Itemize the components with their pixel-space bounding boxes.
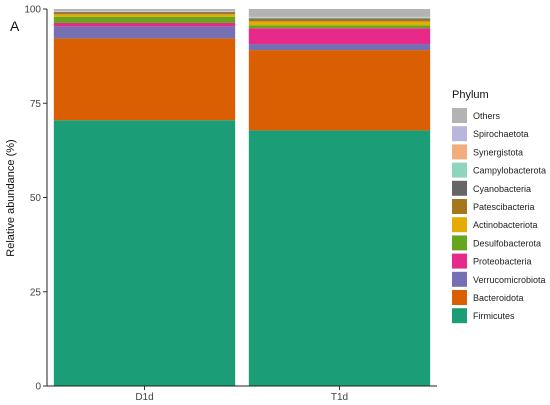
bar-segment-t1d-firmicutes <box>248 130 431 386</box>
legend-label-actinobacteriota: Actinobacteriota <box>473 220 538 230</box>
bar-segment-d1d-verrucomicrobiota <box>53 26 236 39</box>
bar-segment-t1d-cyanobacteria <box>248 18 431 20</box>
legend-label-patescibacteria: Patescibacteria <box>473 202 535 212</box>
legend-swatch-desulfobacterota <box>452 235 467 251</box>
legend-swatch-others <box>452 108 467 123</box>
bar-segment-t1d-others <box>248 9 431 17</box>
legend-swatch-verrucomicrobiota <box>452 271 467 287</box>
legend-label-campylobacterota: Campylobacterota <box>473 166 546 176</box>
legend-label-desulfobacterota: Desulfobacterota <box>473 238 541 248</box>
y-tick-label: 100 <box>24 5 41 16</box>
bar-segment-d1d-others <box>53 9 236 11</box>
legend-label-verrucomicrobiota: Verrucomicrobiota <box>473 275 546 285</box>
bar-segment-t1d-desulfobacterota <box>248 25 431 29</box>
legend-label-others: Others <box>473 111 501 121</box>
plot-area: D1d T1d 0 25 50 75 100 <box>24 5 437 403</box>
y-tick-label: 75 <box>30 99 42 110</box>
bar-segment-t1d-verrucomicrobiota <box>248 44 431 51</box>
bar-segment-d1d-patescibacteria <box>53 12 236 15</box>
legend-title: Phylum <box>452 89 489 101</box>
bar-segment-t1d-campylobacterota <box>248 17 431 19</box>
legend-swatch-campylobacterota <box>452 162 467 178</box>
bar-segment-d1d-bacteroidota <box>53 38 236 121</box>
legend-swatch-synergistota <box>452 144 467 160</box>
legend-swatch-firmicutes <box>452 308 467 324</box>
legend-label-firmicutes: Firmicutes <box>473 311 515 321</box>
bar-segment-d1d-cyanobacteria <box>53 12 236 13</box>
bar-segment-t1d-patescibacteria <box>248 19 431 22</box>
bar-segment-d1d-spirochaetota <box>53 10 236 12</box>
bar-segment-d1d-desulfobacterota <box>53 16 236 23</box>
bar-segment-t1d-proteobacteria <box>248 28 431 45</box>
legend-swatch-bacteroidota <box>452 290 467 305</box>
bar-segment-t1d-actinobacteriota <box>248 21 431 26</box>
legend-swatch-patescibacteria <box>452 199 467 214</box>
legend-label-spirochaetota: Spirochaetota <box>473 129 529 139</box>
legend-swatch-proteobacteria <box>452 253 467 269</box>
y-tick-label: 25 <box>30 287 42 298</box>
x-tick-label: D1d <box>135 392 153 403</box>
legend-swatch-cyanobacteria <box>452 180 467 196</box>
legend-swatch-spirochaetota <box>452 126 467 142</box>
legend-label-bacteroidota: Bacteroidota <box>473 293 524 303</box>
bar-segment-d1d-proteobacteria <box>53 22 236 27</box>
legend: Phylum Others Spirochaetota Synergistota Ca… <box>452 89 546 324</box>
panel-label: A <box>10 18 20 34</box>
bar-segment-d1d-actinobacteriota <box>53 14 236 17</box>
bar-segment-d1d-firmicutes <box>53 120 236 386</box>
legend-label-proteobacteria: Proteobacteria <box>473 257 532 267</box>
y-tick-label: 50 <box>30 193 42 204</box>
bar-segment-t1d-bacteroidota <box>248 50 431 131</box>
legend-label-synergistota: Synergistota <box>473 147 523 157</box>
y-tick-label: 0 <box>35 382 41 393</box>
y-axis-title: Relative abundance (%) <box>5 139 17 256</box>
x-tick-label: T1d <box>331 392 348 403</box>
legend-swatch-actinobacteriota <box>452 217 467 233</box>
legend-label-cyanobacteria: Cyanobacteria <box>473 184 531 194</box>
